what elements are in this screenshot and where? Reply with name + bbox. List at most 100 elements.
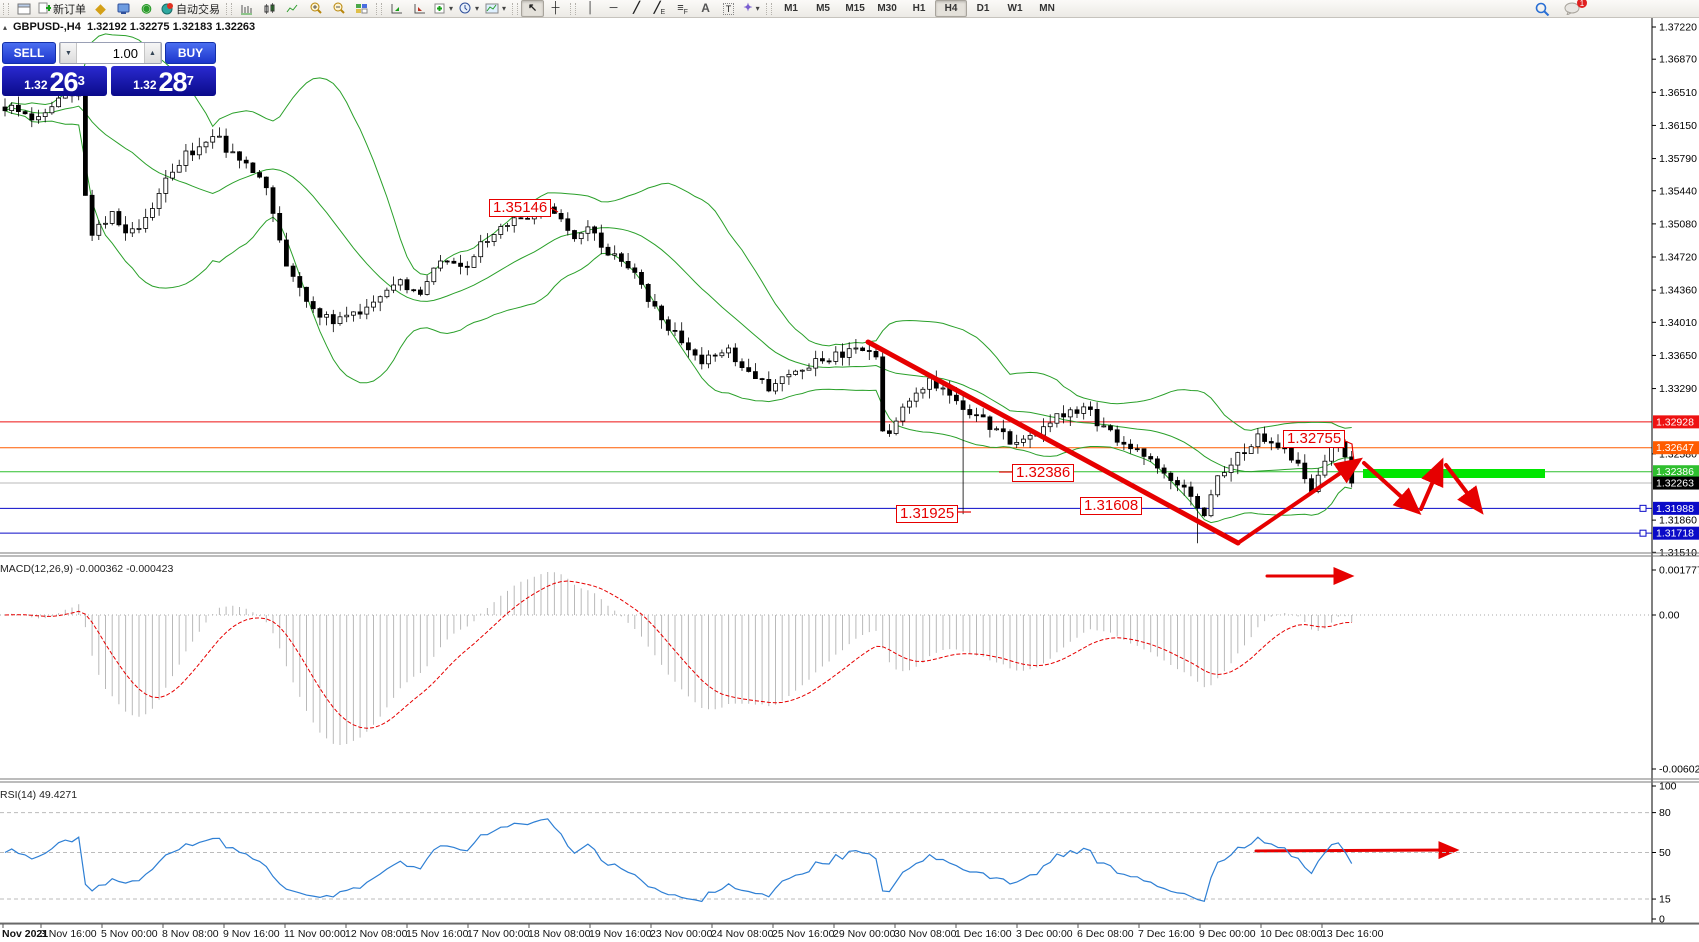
candle (1014, 441, 1020, 445)
trend-arrow[interactable] (865, 339, 1241, 546)
timeframe-MN[interactable]: MN (1039, 3, 1055, 14)
volume-decrease-button[interactable]: ▼ (60, 43, 77, 63)
buy-button[interactable]: BUY (165, 42, 216, 64)
timeframe-D1[interactable]: D1 (976, 3, 990, 14)
buy-price[interactable]: 1.32 28 7 (111, 66, 216, 96)
candle (183, 150, 189, 166)
zoom-in-button[interactable] (304, 0, 327, 17)
zoom-out-button[interactable] (327, 0, 350, 17)
arrange-left-button[interactable] (385, 0, 408, 17)
tile-windows-button[interactable] (350, 0, 373, 17)
candle (143, 216, 149, 229)
candlestick-button[interactable] (258, 0, 281, 17)
timeframe-M1[interactable]: M1 (784, 3, 798, 14)
trend-arrow[interactable] (1236, 457, 1363, 545)
trend-arrow[interactable] (1419, 457, 1444, 511)
timeframe-W1[interactable]: W1 (1007, 3, 1023, 14)
new-order-button[interactable]: 新订单 (35, 0, 89, 17)
candle (954, 394, 959, 402)
price-annotation-1.32386[interactable]: 1.32386 (1012, 464, 1075, 482)
candle (103, 222, 108, 225)
auto-trading-button[interactable]: 自动交易 (158, 0, 223, 17)
timeframe-M15[interactable]: M15 (845, 3, 865, 14)
candle (1222, 472, 1227, 477)
channel-button[interactable]: ╱ E (653, 2, 666, 17)
candle (451, 260, 457, 264)
price-tick-label: 1.34360 (1659, 285, 1697, 297)
candle (598, 232, 604, 248)
candle (1201, 507, 1207, 517)
price-tick-label: 1.36870 (1659, 54, 1697, 66)
shapes-dropdown[interactable]: ✦ ▾ (743, 2, 760, 14)
timeframe-H4[interactable]: H4 (935, 0, 968, 17)
candle (766, 378, 772, 392)
candle (83, 88, 88, 196)
candle (1094, 408, 1100, 427)
signals-icon[interactable]: ◉ (141, 1, 152, 15)
price-badge-label: 1.32647 (1656, 442, 1694, 454)
chart-window-icon[interactable] (12, 0, 35, 17)
timeframe-M30[interactable]: M30 (877, 3, 897, 14)
template-dropdown[interactable]: ▾ (482, 0, 509, 17)
sell-price[interactable]: 1.32 26 3 (2, 66, 107, 96)
charts-icon[interactable]: ◆ (95, 1, 106, 16)
toolbar-grip (376, 2, 382, 15)
timeframe-H1[interactable]: H1 (912, 3, 926, 14)
date-tick-label: Nov 2021 (2, 928, 48, 940)
label-button[interactable]: T (717, 0, 740, 17)
period-dropdown[interactable]: ▾ (456, 0, 482, 17)
profiles-icon[interactable] (112, 0, 135, 17)
arrange-right-button[interactable] (408, 0, 431, 17)
text-button[interactable]: A (701, 1, 710, 15)
vertical-line-button[interactable]: │ (587, 2, 594, 14)
date-tick-label: 19 Nov 16:00 (589, 928, 652, 940)
sell-button[interactable]: SELL (2, 42, 56, 64)
candle (846, 348, 852, 358)
trend-arrow[interactable] (1444, 463, 1484, 515)
candle (22, 111, 28, 115)
bollinger-middle-band (4, 105, 1352, 473)
line-handle[interactable] (1639, 529, 1647, 537)
candle (2, 106, 8, 112)
line-handle[interactable] (1639, 504, 1647, 512)
price-badge-label: 1.31988 (1656, 503, 1694, 515)
crosshair-button[interactable]: ┼ (551, 2, 560, 14)
timeframe-M5[interactable]: M5 (816, 3, 830, 14)
candle (391, 284, 397, 291)
horizontal-line-button[interactable]: ─ (609, 2, 618, 14)
candle (518, 217, 524, 220)
candle (585, 226, 591, 234)
volume-value[interactable]: 1.00 (112, 45, 138, 61)
fibonacci-button[interactable]: ≡ F (677, 2, 688, 17)
line-chart-button[interactable] (281, 0, 304, 17)
date-tick-label: 12 Nov 08:00 (345, 928, 408, 940)
candle (210, 136, 216, 143)
price-annotation-1.31608[interactable]: 1.31608 (1080, 497, 1143, 515)
candle (1141, 448, 1147, 457)
price-annotation-1.31925[interactable]: 1.31925 (896, 505, 959, 523)
candle (605, 246, 611, 256)
chat-bubble-icon (1564, 2, 1579, 15)
add-indicator-dropdown[interactable]: ▾ (431, 0, 456, 17)
price-annotation-1.32755[interactable]: 1.32755 (1283, 430, 1346, 448)
candle (887, 430, 892, 434)
candle (679, 330, 685, 344)
notifications-button[interactable]: 1 (1560, 0, 1587, 17)
date-tick-label: 30 Nov 08:00 (894, 928, 957, 940)
date-tick-label: 9 Dec 00:00 (1199, 928, 1256, 940)
price-annotation-1.35146[interactable]: 1.35146 (489, 199, 552, 217)
trend-arrow[interactable] (1254, 841, 1460, 860)
candle (464, 265, 470, 268)
trendline-button[interactable]: ╱ (633, 2, 640, 14)
candle (1195, 495, 1200, 509)
trend-arrow[interactable] (1362, 461, 1422, 516)
candle (726, 347, 731, 354)
bar-chart-button[interactable] (235, 0, 258, 17)
search-button[interactable] (1531, 0, 1554, 17)
cursor-button[interactable]: ↖ (521, 0, 545, 17)
volume-increase-button[interactable]: ▲ (144, 43, 161, 63)
candle (511, 217, 517, 226)
date-tick-label: 13 Dec 16:00 (1321, 928, 1384, 940)
candle (1275, 442, 1281, 449)
